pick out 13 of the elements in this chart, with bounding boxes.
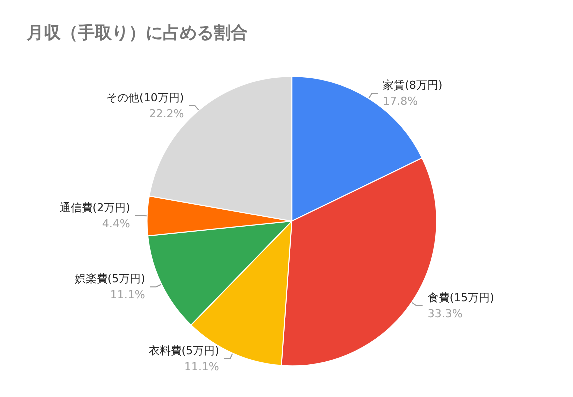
slice-label: 通信費(2万円) [60, 201, 130, 214]
data-label: 22.2% [149, 107, 184, 120]
slice-label: 家賃(8万円) [383, 79, 443, 92]
chart-title: 月収（手取り）に占める割合 [26, 24, 248, 44]
slice-label: 衣料費(5万円) [148, 344, 220, 358]
slice-label: 食費(15万円) [428, 291, 494, 304]
data-label: 11.1% [110, 288, 146, 302]
data-label: 4.4% [102, 217, 130, 230]
data-label: 33.3% [428, 307, 463, 320]
data-label: 11.1% [184, 360, 220, 374]
slice-label: 娯楽費(5万円) [74, 272, 146, 286]
slice-label: その他(10万円) [106, 91, 184, 104]
data-label: 17.8% [383, 95, 418, 108]
